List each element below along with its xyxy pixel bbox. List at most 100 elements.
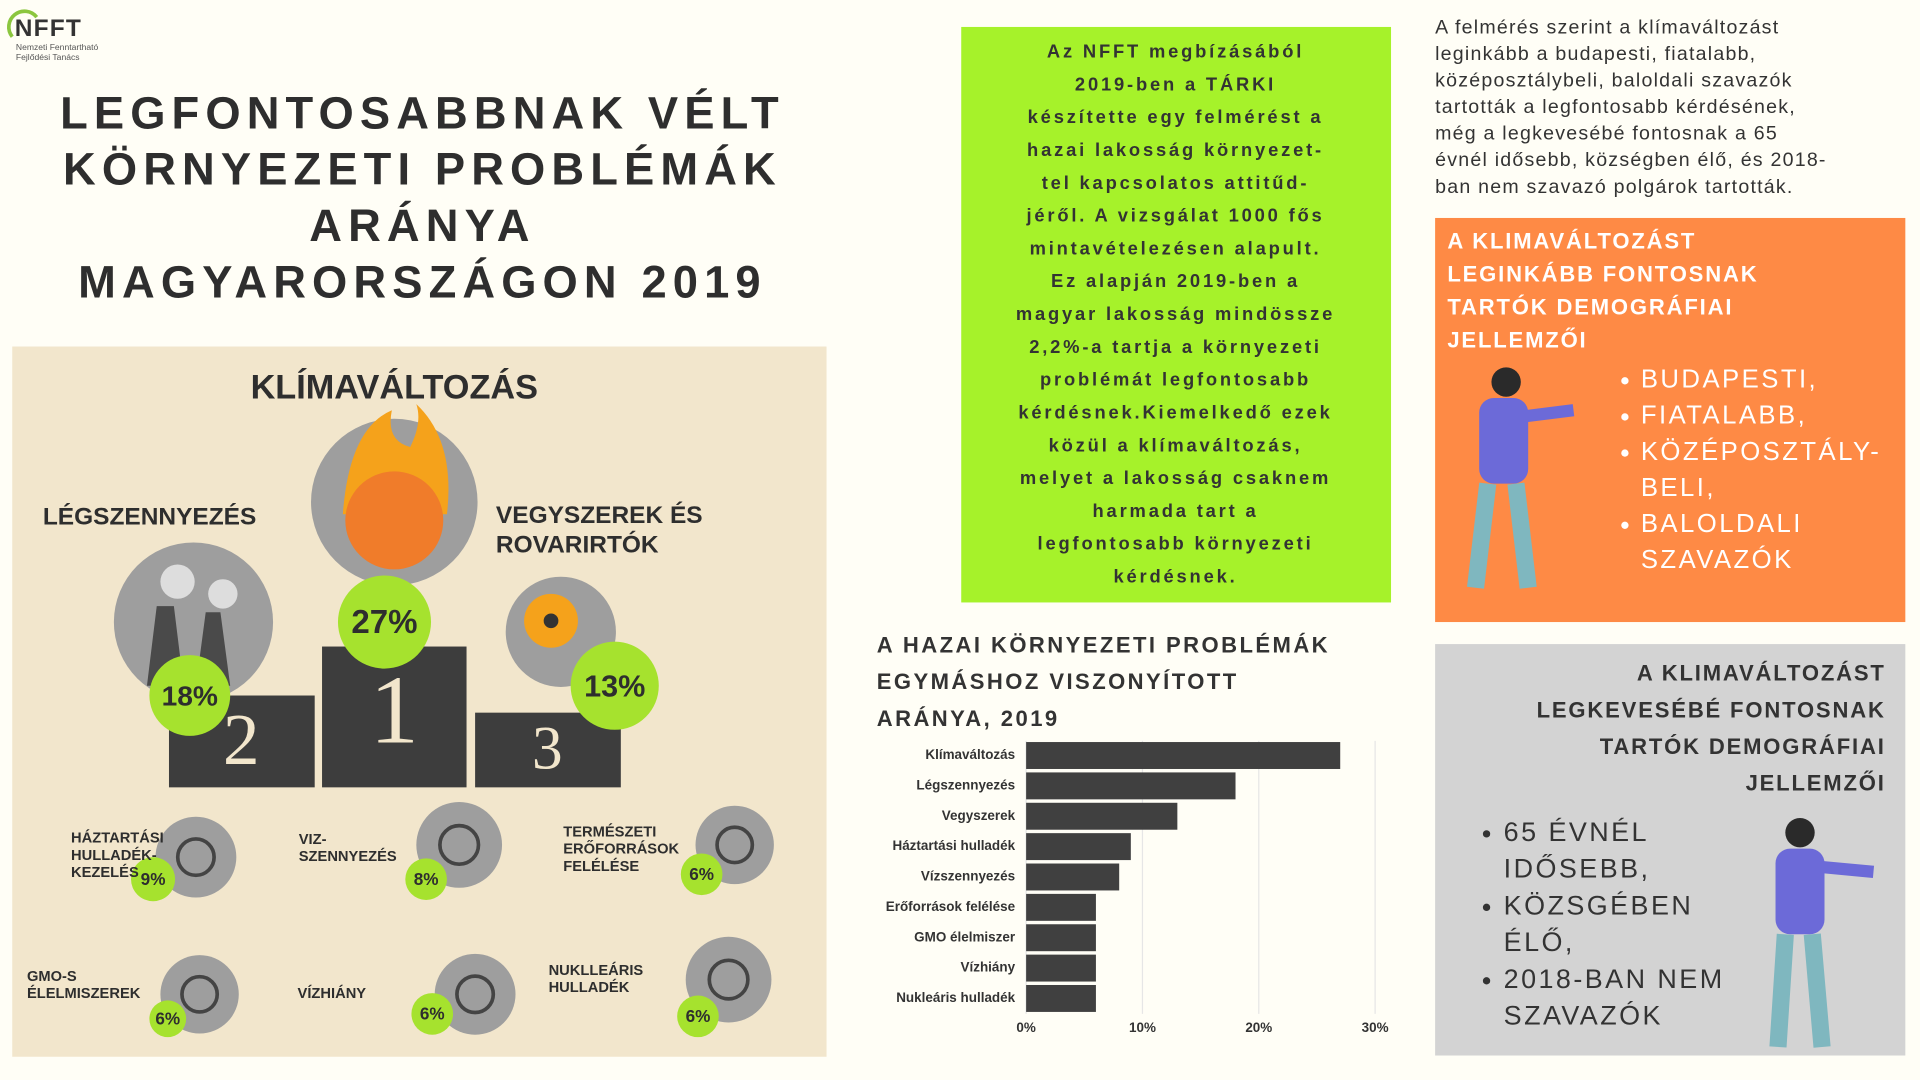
- smoke: [208, 579, 238, 609]
- y-tick-label: Vízhiány: [961, 960, 1016, 975]
- share-badge: [337, 575, 432, 669]
- y-tick-label: Klímaváltozás: [925, 747, 1015, 762]
- icon-symbol: [455, 974, 496, 1015]
- logo-arc: [6, 9, 39, 38]
- box-heading: LEGKEVESÉBÉ FONTOSNAK: [1537, 697, 1886, 722]
- intro-box: [961, 26, 1392, 603]
- bullet-text: BELI,: [1641, 474, 1716, 502]
- x-tick-label: 10%: [1129, 1020, 1156, 1035]
- y-tick-label: Nukleáris hulladék: [896, 990, 1015, 1005]
- logo-name: NFFT: [15, 15, 82, 42]
- intro-text: készítette egy felmérést a: [1028, 106, 1324, 127]
- share-label: 9%: [141, 869, 166, 889]
- summary-text: A felmérés szerint a klímaváltozást: [1435, 16, 1779, 38]
- summary-text: még a legkevesébé fontosnak a 65: [1435, 123, 1778, 145]
- problem-label: VÍZHIÁNY: [298, 985, 367, 1002]
- share-label: 6%: [686, 1006, 711, 1026]
- podium-share: 18%: [162, 680, 218, 711]
- box-heading: JELLEMZŐI: [1746, 771, 1886, 796]
- intro-text: közül a klímaváltozás,: [1049, 434, 1303, 455]
- problem-label: SZENNYEZÉS: [299, 848, 397, 865]
- bullet-dot: [1621, 449, 1629, 457]
- problem-label: FELÉLÉSE: [563, 858, 639, 875]
- person-figure: [1769, 817, 1875, 1048]
- bullet-text: SZAVAZÓK: [1641, 545, 1794, 574]
- intro-text: kérdésnek.Kiemelkedő ezek: [1018, 401, 1332, 422]
- page-title: KÖRNYEZETI PROBLÉMÁK: [63, 144, 782, 195]
- bar: [1026, 772, 1236, 800]
- intro-text: problémát legfontosabb: [1040, 369, 1311, 390]
- icon-circle: [434, 953, 516, 1035]
- summary-text: tartották a legfontosabb kérdésének,: [1435, 96, 1796, 118]
- bullet-text: KÖZÉPOSZTÁLY-: [1641, 437, 1881, 466]
- logo-subtitle: Fejlődési Tanács: [16, 52, 80, 62]
- icon-circle: [155, 816, 237, 898]
- share-label: 8%: [414, 869, 439, 889]
- intro-text: tel kapcsolatos attitűd-: [1042, 172, 1310, 193]
- podium-rank: 2: [223, 699, 260, 780]
- problem-label: ÉLELMISZEREK: [27, 985, 141, 1002]
- intro-text: legfontosabb környezeti: [1038, 533, 1314, 554]
- smoke: [160, 564, 195, 599]
- podium-rank: 3: [532, 714, 563, 782]
- share-label: 6%: [155, 1009, 180, 1029]
- podium-label: LÉGSZENNYEZÉS: [43, 502, 256, 530]
- podium-share: 27%: [351, 604, 417, 641]
- bullet-text: SZAVAZÓK: [1504, 1000, 1663, 1031]
- podium-rank: 1: [370, 656, 419, 764]
- bullet-text: IDŐSEBB,: [1504, 853, 1651, 884]
- podium-label: VEGYSZEREK ÉS: [496, 501, 703, 529]
- gray-box: [1435, 644, 1906, 1056]
- bullet-text: ÉLŐ,: [1504, 926, 1575, 957]
- problem-label: HULLADÉK: [549, 979, 630, 996]
- share-badge: [131, 857, 176, 902]
- bar: [1026, 863, 1120, 891]
- bar: [1026, 833, 1131, 861]
- problem-label: GMO-S: [27, 969, 77, 985]
- hazard-core: [543, 613, 559, 629]
- share-badge: [570, 641, 659, 730]
- summary-text: leginkább a budapesti, fiatalabb,: [1435, 43, 1756, 65]
- problem-label: HULLADÉK-: [71, 847, 157, 864]
- bar: [1026, 802, 1178, 830]
- intro-text: 2019-ben a TÁRKI: [1075, 73, 1276, 94]
- intro-text: harmada tart a: [1093, 500, 1259, 521]
- problem-label: TERMÉSZETI: [563, 824, 656, 841]
- person-figure: [1467, 367, 1575, 589]
- bullet-dot: [1482, 830, 1491, 838]
- share-badge: [411, 993, 454, 1035]
- share-badge: [677, 995, 719, 1038]
- share-badge: [149, 655, 231, 736]
- bar: [1026, 984, 1096, 1012]
- share-badge: [680, 853, 723, 896]
- icon-symbol: [175, 837, 216, 878]
- chart-title: EGYMÁSHOZ VISZONYÍTOTT: [877, 669, 1239, 694]
- icon-symbol: [715, 825, 755, 865]
- box-heading: A KLIMAVÁLTOZÁST: [1447, 228, 1696, 253]
- intro-text: hazai lakosság környezet-: [1027, 139, 1324, 160]
- box-heading: A KLIMAVÁLTOZÁST: [1637, 661, 1886, 686]
- icon-symbol: [438, 823, 481, 867]
- bullet-text: 65 ÉVNÉL: [1504, 817, 1649, 847]
- logo-subtitle: Nemzeti Fenntartható: [16, 42, 99, 52]
- podium-label: ROVARIRTÓK: [496, 531, 659, 559]
- y-tick-label: GMO élelmiszer: [914, 929, 1016, 944]
- y-tick-label: Légszennyezés: [916, 777, 1015, 792]
- intro-text: 2,2%-a tartja a környezeti: [1029, 336, 1322, 357]
- bullet-dot: [1482, 977, 1491, 985]
- bullet-dot: [1621, 377, 1629, 385]
- bullet-dot: [1621, 521, 1629, 529]
- y-tick-label: Erőforrások felélése: [886, 899, 1016, 914]
- share-label: 6%: [420, 1004, 445, 1024]
- chart-title: A HAZAI KÖRNYEZETI PROBLÉMÁK: [877, 632, 1330, 657]
- bullet-dot: [1621, 413, 1629, 421]
- icon-symbol: [707, 958, 750, 1001]
- bullet-text: 2018-BAN NEM: [1504, 964, 1725, 994]
- x-tick-label: 0%: [1016, 1020, 1035, 1035]
- podium-heading: KLÍMAVÁLTOZÁS: [251, 366, 538, 406]
- page-title: MAGYARORSZÁGON 2019: [78, 256, 767, 307]
- problem-label: ERŐFORRÁSOK: [563, 840, 679, 858]
- box-heading: TARTÓK DEMOGRÁFIAI: [1600, 734, 1886, 759]
